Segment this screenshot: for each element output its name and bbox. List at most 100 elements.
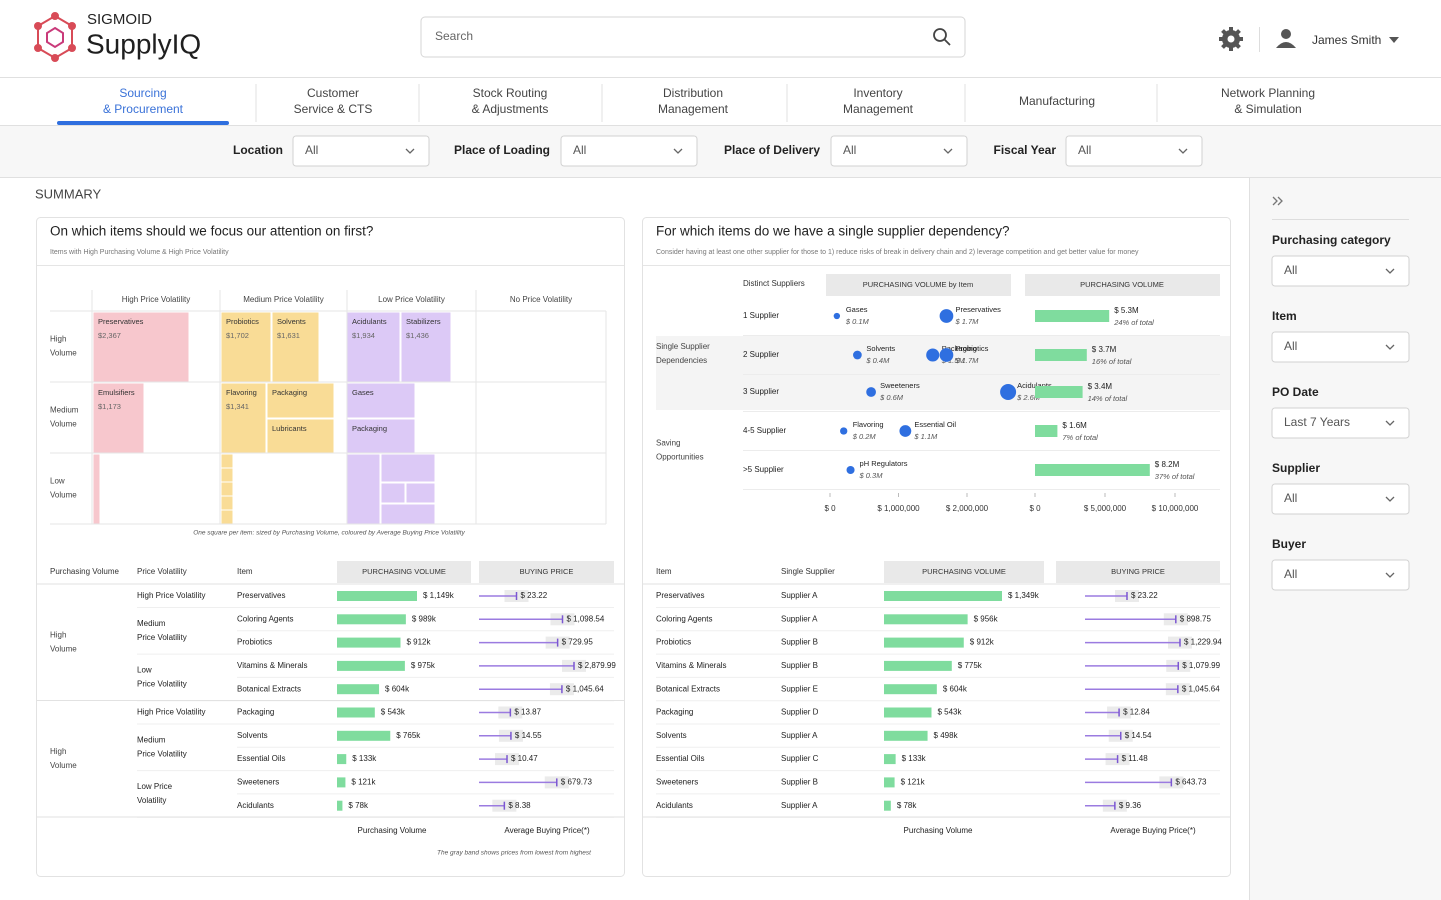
matrix-minor-cell — [221, 454, 233, 524]
tab-label[interactable]: Distribution — [663, 86, 723, 100]
volume-label: $ 78k — [897, 801, 918, 810]
item-value: $ 1.1M — [913, 432, 938, 441]
price-label: $ 23.22 — [521, 591, 548, 600]
item-name: Botanical Extracts — [656, 684, 720, 693]
volatility-label: High Price Volatility — [137, 708, 205, 717]
volume-bar — [337, 614, 406, 624]
supplier-count: >5 Supplier — [743, 465, 784, 474]
sidebar-filter-label: Supplier — [1272, 461, 1320, 475]
volume-label: $ 543k — [381, 708, 406, 717]
column-header: Distinct Suppliers — [743, 279, 805, 288]
dropdown-value[interactable]: All — [843, 143, 856, 157]
dropdown-value[interactable]: All — [573, 143, 586, 157]
item-dot — [940, 309, 954, 323]
matrix-row-label: Volume — [50, 491, 77, 500]
dropdown-value[interactable]: All — [1284, 567, 1297, 581]
axis-label: Average Buying Price(*) — [504, 826, 590, 835]
volume-bar — [884, 731, 928, 741]
dropdown-value[interactable]: All — [305, 143, 318, 157]
section-label: Opportunities — [656, 453, 704, 462]
tab-label[interactable]: Manufacturing — [1019, 94, 1095, 108]
axis-label: Purchasing Volume — [358, 826, 427, 835]
user-name[interactable]: James Smith — [1312, 33, 1381, 47]
item-name: Acidulants — [656, 801, 693, 810]
dropdown-value[interactable]: Last 7 Years — [1284, 415, 1350, 429]
dropdown-value[interactable]: All — [1284, 263, 1297, 277]
item-name: Essential Oils — [656, 754, 704, 763]
item-name: Sweeteners — [880, 381, 920, 390]
dropdown-value[interactable]: All — [1078, 143, 1091, 157]
column-header: PURCHASING VOLUME by Item — [863, 280, 973, 289]
tab-label[interactable]: Service & CTS — [294, 102, 373, 116]
group-label: Volume — [50, 645, 77, 654]
search-placeholder[interactable]: Search — [435, 29, 473, 43]
supplier-name: Supplier B — [781, 778, 818, 787]
filter-label: Fiscal Year — [994, 143, 1057, 157]
tab-label[interactable]: Management — [658, 102, 729, 116]
item-name: Solvents — [656, 731, 687, 740]
volume-label: $ 1,349k — [1008, 591, 1040, 600]
matrix-minor-cell — [406, 483, 435, 503]
x-tick-label: $ 0 — [824, 504, 836, 513]
item-name: Preservatives — [237, 591, 285, 600]
dropdown-value[interactable]: All — [1284, 491, 1297, 505]
tab-label[interactable]: & Adjustments — [472, 102, 549, 116]
matrix-minor-cell — [93, 454, 100, 524]
item-dot — [847, 466, 855, 474]
tab-label[interactable]: Inventory — [853, 86, 902, 100]
tab-label[interactable]: Sourcing — [119, 86, 166, 100]
x-tick-label: $ 5,000,000 — [1084, 504, 1127, 513]
matrix-cell-label: Emulsifiers — [98, 388, 135, 397]
matrix-column-label: No Price Volatility — [510, 295, 572, 304]
matrix-cell-label: Probiotics — [226, 317, 259, 326]
section-label: Dependencies — [656, 356, 707, 365]
item-name: Packaging — [656, 708, 693, 717]
volume-label: $ 989k — [412, 614, 437, 623]
volume-label: $ 604k — [943, 684, 968, 693]
matrix-row-label: Volume — [50, 420, 77, 429]
item-value: $ 1.7M — [954, 317, 979, 326]
summary-title: SUMMARY — [35, 186, 102, 201]
supplier-count: 1 Supplier — [743, 311, 779, 320]
tab-label[interactable]: Management — [843, 102, 914, 116]
panel-subtitle: Items with High Purchasing Volume & High… — [50, 249, 229, 256]
price-label: $ 13.87 — [514, 708, 541, 717]
matrix-row-label: Medium — [50, 406, 79, 415]
tab-label[interactable]: Network Planning — [1221, 86, 1315, 100]
search-box[interactable] — [421, 17, 965, 57]
column-header: Single Supplier — [781, 567, 835, 576]
x-tick-label: $ 0 — [1029, 504, 1041, 513]
supplier-name: Supplier A — [781, 614, 818, 623]
item-value: $ 0.3M — [859, 471, 884, 480]
price-label: $ 9.36 — [1119, 801, 1142, 810]
column-header: Item — [656, 567, 672, 576]
matrix-cell-label: Acidulants — [352, 317, 387, 326]
dropdown-value[interactable]: All — [1284, 339, 1297, 353]
item-value: $ 1.7M — [954, 356, 979, 365]
price-label: $ 1,045.64 — [566, 684, 604, 693]
item-dot — [899, 425, 911, 437]
filter-bar — [0, 126, 1441, 178]
filter-label: Place of Loading — [454, 143, 550, 157]
volume-label: $ 956k — [974, 614, 999, 623]
volume-label: $ 5.3M — [1114, 306, 1139, 315]
tab-label[interactable]: Customer — [307, 86, 359, 100]
matrix-cell-value: $1,173 — [98, 402, 121, 411]
tab-label[interactable]: & Simulation — [1234, 102, 1301, 116]
item-name: Essential Oils — [237, 754, 285, 763]
price-label: $ 2,879.99 — [578, 661, 616, 670]
item-name: Coloring Agents — [237, 614, 293, 623]
volume-bar — [337, 801, 342, 811]
item-name: Sweeteners — [656, 778, 698, 787]
matrix-cell-label: Solvents — [277, 317, 306, 326]
settings-icon[interactable] — [1219, 27, 1243, 51]
price-label: $ 898.75 — [1180, 614, 1212, 623]
x-tick-label: $ 1,000,000 — [877, 504, 920, 513]
panel-subtitle: Consider having at least one other suppl… — [656, 249, 1139, 256]
tab-label[interactable]: & Procurement — [103, 102, 184, 116]
volume-bar — [884, 684, 937, 694]
tab-label[interactable]: Stock Routing — [473, 86, 548, 100]
volume-bar — [884, 777, 895, 787]
column-header: BUYING PRICE — [520, 567, 574, 576]
